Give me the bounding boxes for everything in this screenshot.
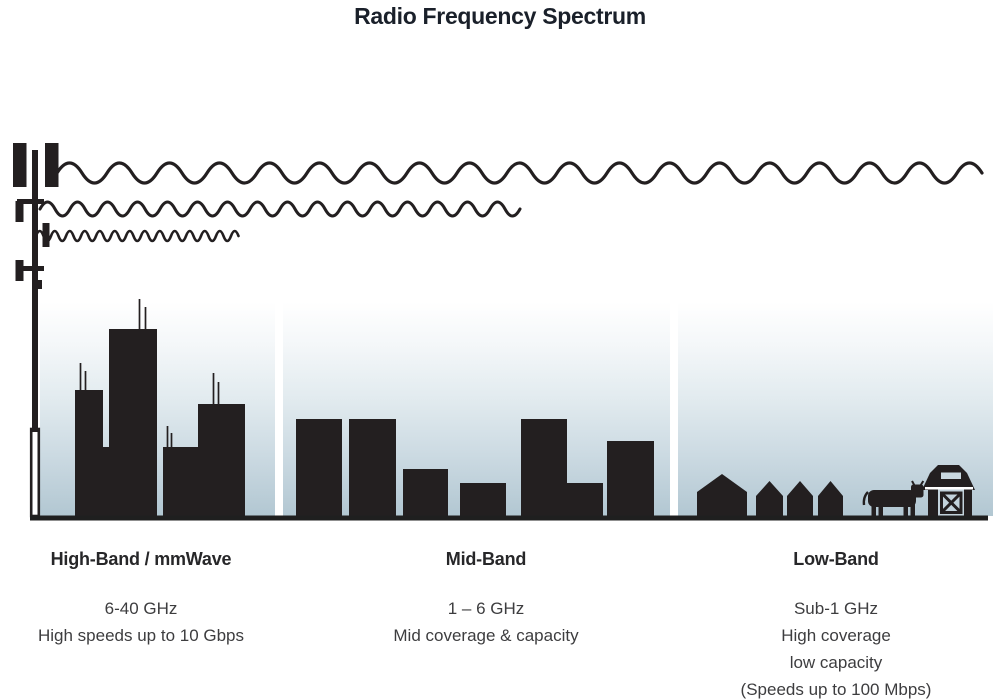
band-detail-line: High coverage — [781, 626, 891, 645]
band-detail-line: Mid coverage & capacity — [393, 626, 579, 645]
skyscraper — [75, 390, 103, 518]
skyscraper — [109, 329, 157, 518]
skyscraper — [163, 447, 198, 518]
band-detail-line: (Speeds up to 100 Mbps) — [740, 680, 932, 699]
band-detail-line: low capacity — [789, 653, 883, 672]
building — [296, 419, 342, 518]
band-detail-line: High speeds up to 10 Gbps — [37, 626, 245, 645]
cow-icon — [862, 480, 925, 517]
skyscraper — [103, 447, 109, 518]
ground-line — [30, 515, 988, 521]
building — [567, 483, 603, 518]
mid-band-skyline — [296, 419, 654, 518]
mid-band-sky — [283, 302, 670, 516]
high-frequency-wave — [34, 229, 240, 243]
building — [607, 441, 654, 518]
band-detail-line: Sub-1 GHz — [793, 599, 879, 618]
building — [403, 469, 448, 518]
building — [349, 419, 396, 518]
band-heading: High-Band / mmWave — [50, 549, 232, 569]
spectrum-illustration — [13, 143, 993, 521]
house-icon — [787, 481, 813, 518]
building — [521, 419, 567, 518]
low-frequency-wave — [55, 161, 984, 185]
low-band-label: Low-Band Sub-1 GHz High coverage low capac… — [656, 549, 1000, 700]
house-icon — [756, 481, 783, 518]
house-icon — [697, 474, 747, 518]
mid-band-label: Mid-Band 1 – 6 GHz Mid coverage & capacit… — [306, 549, 666, 649]
band-detail-line: 6-40 GHz — [104, 599, 178, 618]
band-heading: Low-Band — [793, 549, 879, 569]
band-heading: Mid-Band — [445, 549, 527, 569]
high-band-skyline — [75, 299, 245, 518]
radio-waves — [34, 161, 984, 243]
barn-icon — [922, 465, 975, 516]
high-band-label: High-Band / mmWave 6-40 GHz High speeds u… — [0, 549, 321, 649]
mid-frequency-wave — [38, 200, 522, 218]
low-band-houses — [697, 474, 843, 518]
house-icon — [818, 481, 843, 518]
skyscraper — [198, 404, 245, 518]
diagram-title: Radio Frequency Spectrum — [354, 3, 646, 29]
band-detail-line: 1 – 6 GHz — [447, 599, 525, 618]
building — [460, 483, 506, 518]
